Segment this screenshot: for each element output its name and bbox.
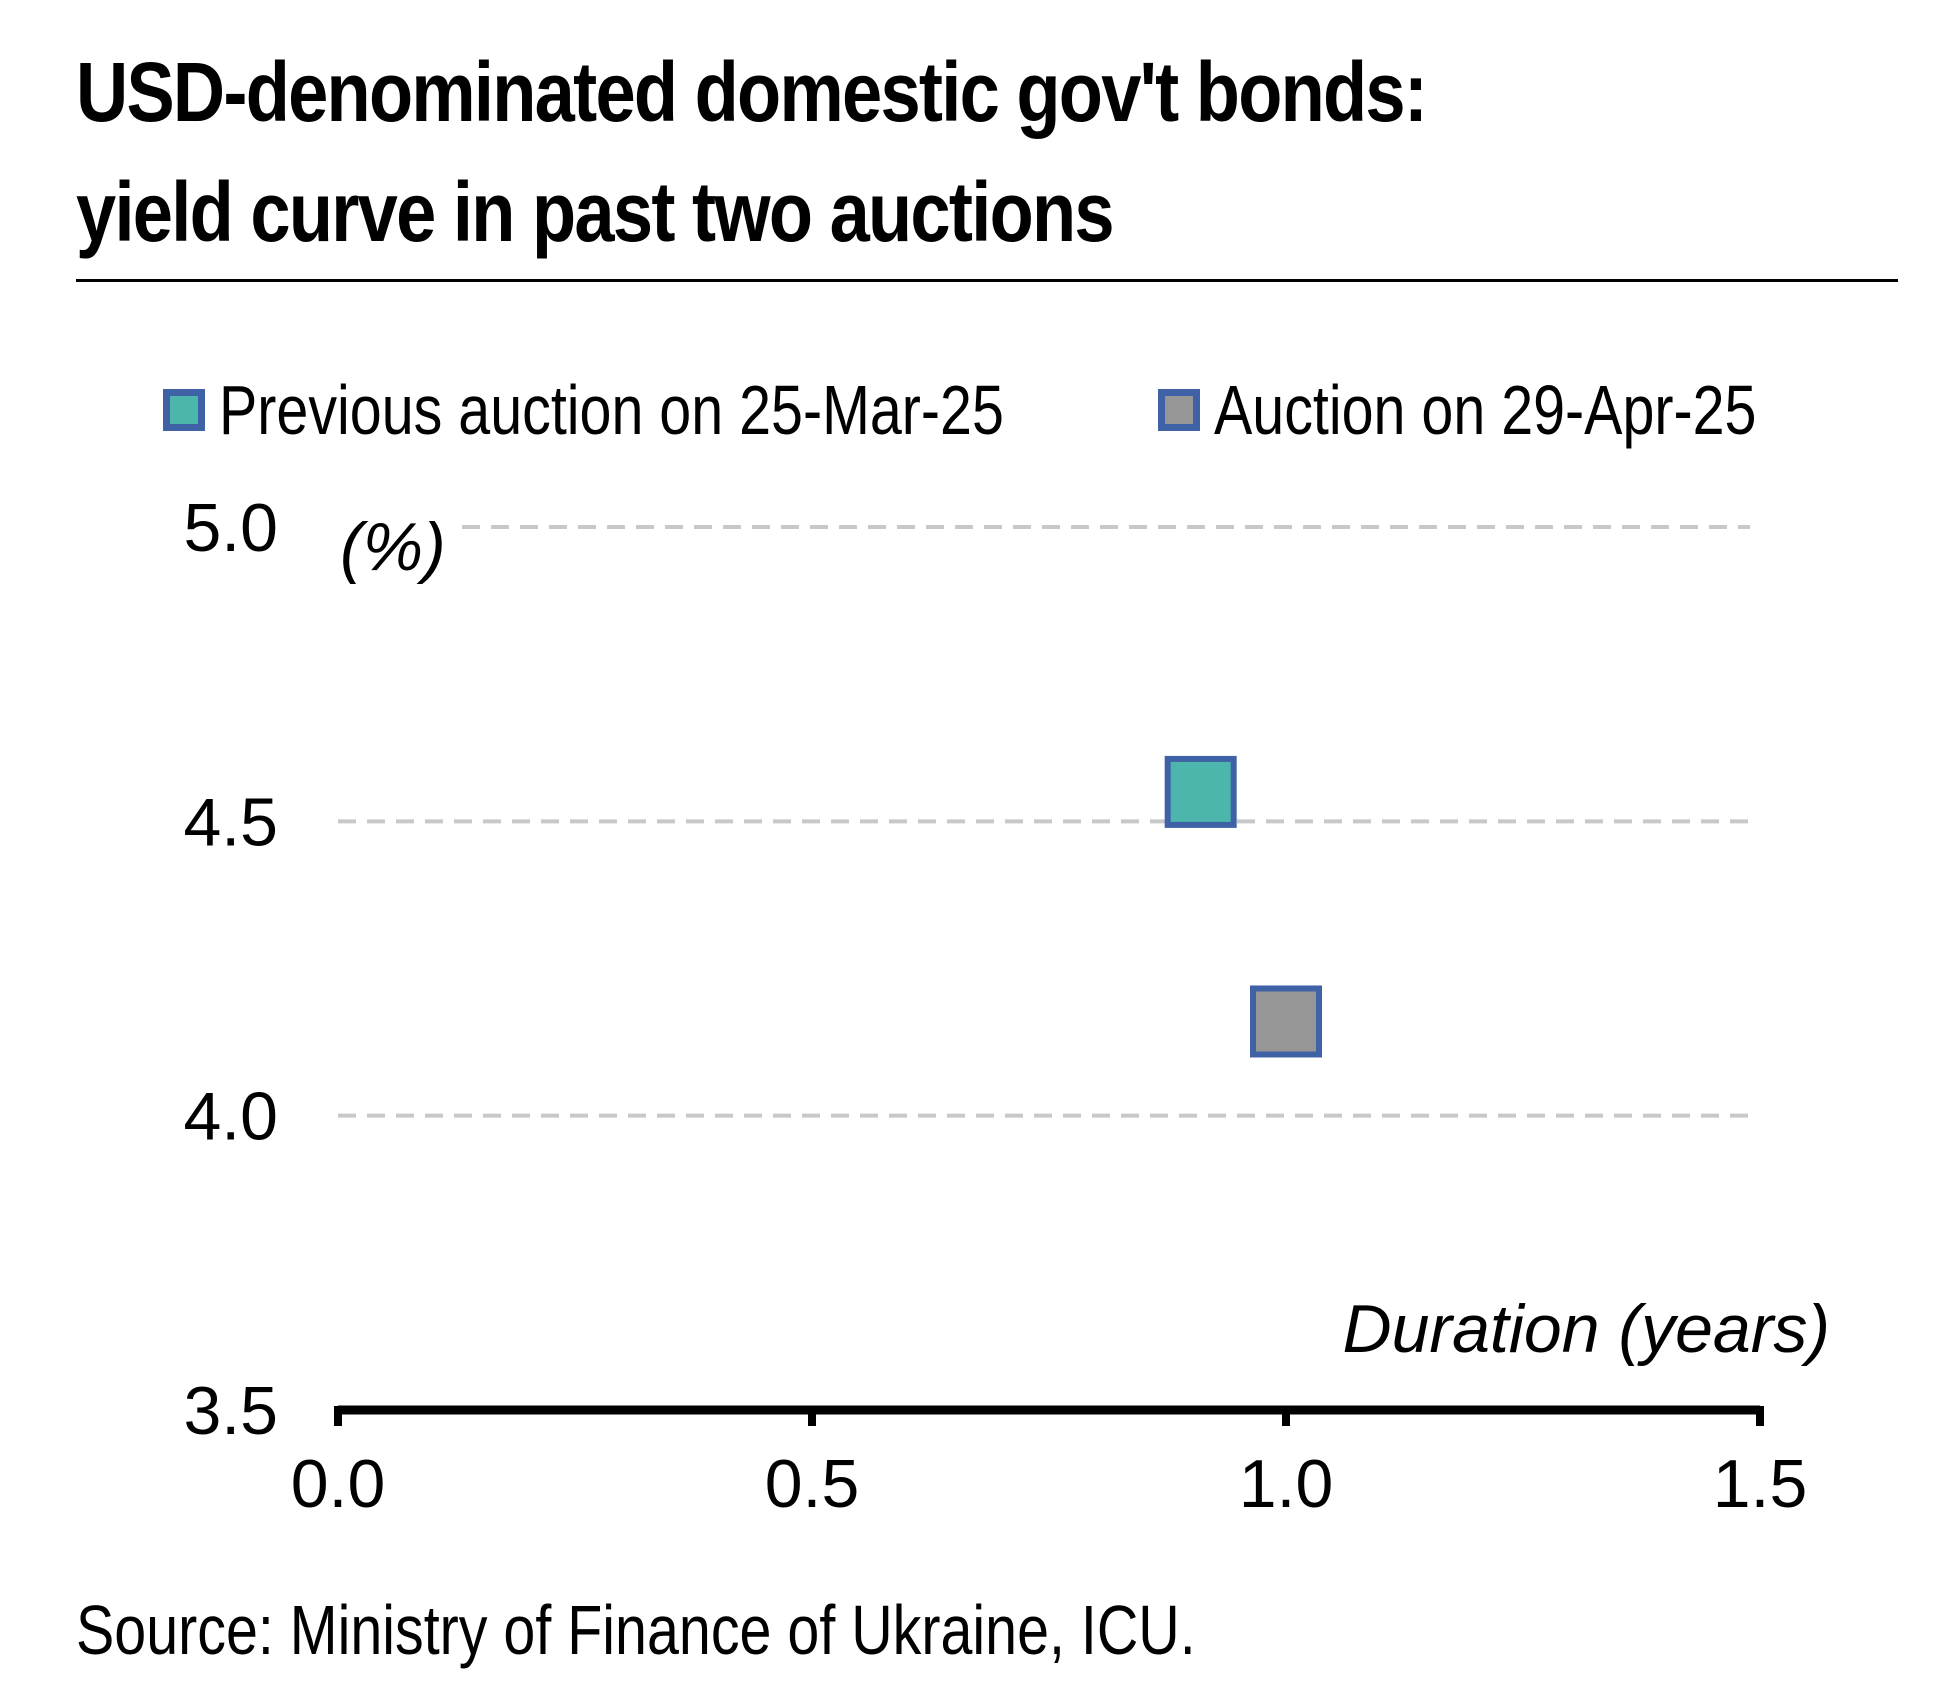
y-tick-label-4-0: 4.0 (183, 1079, 278, 1155)
source-note: Source: Ministry of Finance of Ukraine, … (76, 1591, 1196, 1669)
legend-swatch-previous-auction (163, 389, 205, 431)
x-tick-label-1-0: 1.0 (1239, 1446, 1334, 1522)
x-axis (334, 1405, 1764, 1426)
y-tick-label-3-5: 3.5 (183, 1373, 278, 1449)
legend-label-previous-auction: Previous auction on 25-Mar-25 (219, 371, 1004, 449)
x-tick-label-0-5: 0.5 (765, 1446, 860, 1522)
x-axis-tick-labels: 0.0 0.5 1.0 1.5 (291, 1446, 1808, 1522)
x-axis-label: Duration (years) (1343, 1291, 1831, 1367)
legend-swatch-current-auction (1158, 389, 1200, 431)
data-point-series-0-0 (1164, 755, 1237, 828)
chart-title-line-1: USD-denominated domestic gov't bonds: (76, 45, 1428, 139)
x-tick-label-0-0: 0.0 (291, 1446, 386, 1522)
y-axis-label: (%) (340, 509, 446, 585)
chart-title: USD-denominated domestic gov't bonds: yi… (76, 32, 1624, 272)
x-tick-label-1-5: 1.5 (1713, 1446, 1808, 1522)
y-axis-tick-labels: 3.5 4.0 4.5 5.0 (183, 490, 278, 1449)
title-divider (76, 279, 1898, 282)
legend-label-current-auction: Auction on 29-Apr-25 (1214, 371, 1757, 449)
y-tick-label-4-5: 4.5 (183, 784, 278, 860)
chart-title-line-2: yield curve in past two auctions (76, 165, 1115, 259)
gridlines (338, 525, 1750, 1118)
y-tick-label-5-0: 5.0 (183, 490, 278, 566)
data-point-series-1-0 (1250, 985, 1322, 1058)
data-points (1164, 755, 1322, 1058)
